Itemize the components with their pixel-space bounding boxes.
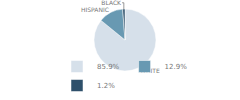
svg-text:85.9%: 85.9% (97, 63, 120, 71)
svg-text:BLACK: BLACK (101, 0, 122, 6)
svg-text:HISPANIC: HISPANIC (81, 6, 109, 13)
svg-text:1.2%: 1.2% (97, 82, 115, 90)
svg-text:12.9%: 12.9% (165, 63, 188, 71)
